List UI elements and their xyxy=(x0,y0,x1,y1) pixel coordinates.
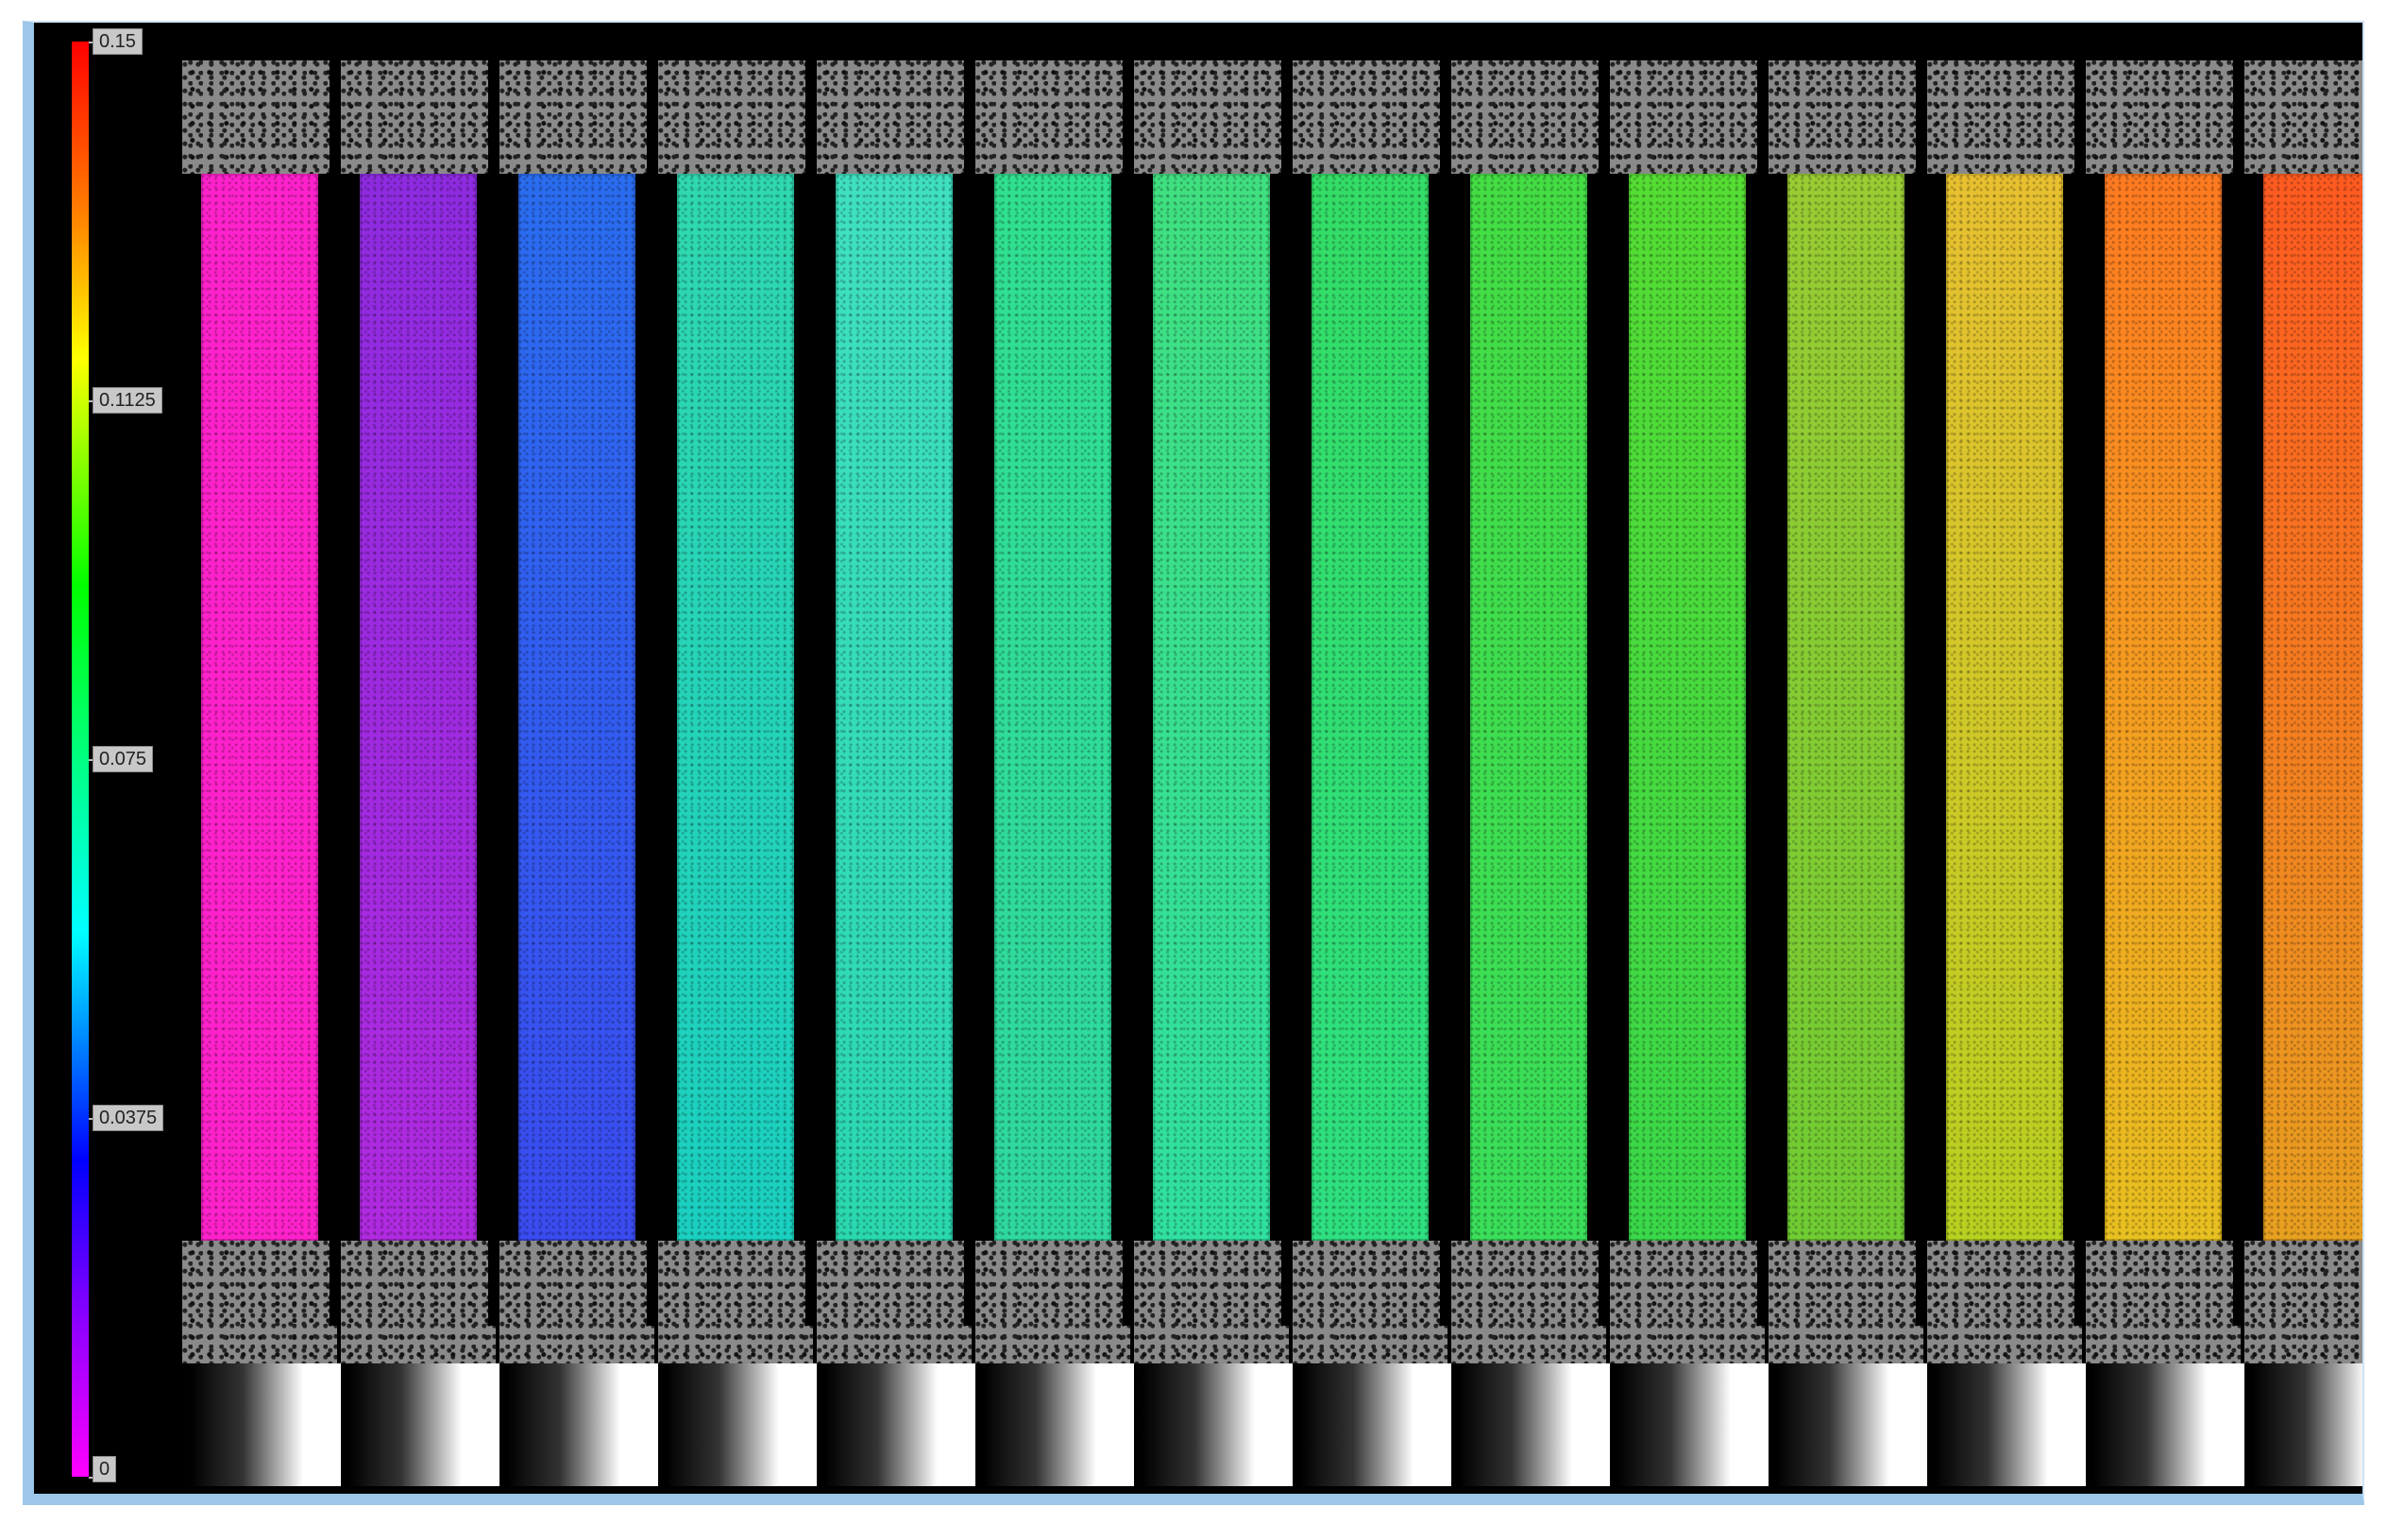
strain-map xyxy=(994,174,1111,1241)
strip-separator xyxy=(647,23,666,1326)
strip-separator xyxy=(2233,23,2252,1326)
grip-top xyxy=(658,60,813,174)
gradient-tile xyxy=(348,1363,499,1486)
grip-top xyxy=(1134,60,1289,174)
grip-bottom xyxy=(2086,1241,2241,1363)
grip-top xyxy=(1927,60,2082,174)
specimen-strip xyxy=(658,60,817,1486)
strain-map xyxy=(1946,174,2063,1241)
gradient-tile xyxy=(1776,1363,1927,1486)
grip-bottom xyxy=(182,1241,337,1363)
strain-map xyxy=(1787,174,1905,1241)
grip-bottom xyxy=(499,1241,654,1363)
strip-separator xyxy=(2074,23,2093,1326)
strip-separator xyxy=(1757,23,1776,1326)
grip-bottom xyxy=(1451,1241,1606,1363)
gradient-tile xyxy=(666,1363,817,1486)
strip-separator xyxy=(488,23,507,1326)
specimen-strip xyxy=(1451,60,1610,1486)
specimen-strip xyxy=(1134,60,1293,1486)
grip-top xyxy=(341,60,496,174)
strain-map xyxy=(1153,174,1270,1241)
strain-map xyxy=(836,174,953,1241)
gradient-tile xyxy=(824,1363,975,1486)
specimen-strip xyxy=(1610,60,1769,1486)
gradient-tile xyxy=(1300,1363,1451,1486)
gradient-tile xyxy=(983,1363,1134,1486)
grip-bottom xyxy=(975,1241,1130,1363)
specimen-strip xyxy=(2244,60,2362,1486)
strain-map xyxy=(2263,174,2362,1241)
gradient-tile xyxy=(1142,1363,1293,1486)
strip-separator xyxy=(1440,23,1459,1326)
colorbar-label-max: 0.15 xyxy=(93,28,143,55)
grip-bottom xyxy=(1293,1241,1447,1363)
specimen-strip xyxy=(182,60,341,1486)
strain-map xyxy=(518,174,635,1241)
grip-bottom xyxy=(1610,1241,1765,1363)
grip-bottom xyxy=(817,1241,972,1363)
grip-top xyxy=(182,60,337,174)
colorbar-label-3: 0.075 xyxy=(93,746,154,772)
grip-top xyxy=(1610,60,1765,174)
gradient-tile xyxy=(1459,1363,1610,1486)
colorbar-label-4: 0.0375 xyxy=(93,1105,164,1131)
dic-strain-visualization: 0.15 0.1125 0.075 0.0375 0 xyxy=(23,21,2364,1505)
specimen-strip xyxy=(341,60,499,1486)
grip-top xyxy=(499,60,654,174)
strip-separator xyxy=(1123,23,1142,1326)
grip-bottom xyxy=(1927,1241,2082,1363)
gradient-tile xyxy=(1617,1363,1769,1486)
gradient-tile xyxy=(1935,1363,2086,1486)
specimen-strip xyxy=(1293,60,1451,1486)
strain-map xyxy=(360,174,477,1241)
grip-bottom xyxy=(1769,1241,1923,1363)
specimen-strip xyxy=(2086,60,2244,1486)
specimen-strip xyxy=(499,60,658,1486)
strip-separator xyxy=(1916,23,1935,1326)
specimen-strip xyxy=(817,60,975,1486)
specimen-strip xyxy=(975,60,1134,1486)
grip-bottom xyxy=(2244,1241,2362,1363)
gradient-tile xyxy=(2093,1363,2244,1486)
gradient-tile xyxy=(190,1363,341,1486)
grip-top xyxy=(1769,60,1923,174)
strip-separator xyxy=(330,23,348,1326)
grip-bottom xyxy=(658,1241,813,1363)
specimen-strip xyxy=(1769,60,1927,1486)
grip-top xyxy=(975,60,1130,174)
strain-map xyxy=(1470,174,1587,1241)
grip-bottom xyxy=(1134,1241,1289,1363)
strip-separator xyxy=(805,23,824,1326)
strip-separator xyxy=(964,23,983,1326)
colorbar-label-2: 0.1125 xyxy=(93,387,162,414)
gradient-tile xyxy=(2252,1363,2362,1486)
strain-map xyxy=(677,174,794,1241)
strain-map xyxy=(2105,174,2222,1241)
grip-top xyxy=(1293,60,1447,174)
strain-colorbar xyxy=(72,42,89,1477)
strip-separator xyxy=(1281,23,1300,1326)
strain-map xyxy=(1312,174,1429,1241)
strain-map xyxy=(1629,174,1746,1241)
grip-top xyxy=(2244,60,2362,174)
grip-top xyxy=(817,60,972,174)
grip-top xyxy=(2086,60,2241,174)
gradient-tile xyxy=(507,1363,658,1486)
strip-separator xyxy=(1599,23,1617,1326)
grip-bottom xyxy=(341,1241,496,1363)
grip-top xyxy=(1451,60,1606,174)
strain-map xyxy=(201,174,318,1241)
colorbar-label-min: 0 xyxy=(93,1456,117,1482)
specimen-strip xyxy=(1927,60,2086,1486)
